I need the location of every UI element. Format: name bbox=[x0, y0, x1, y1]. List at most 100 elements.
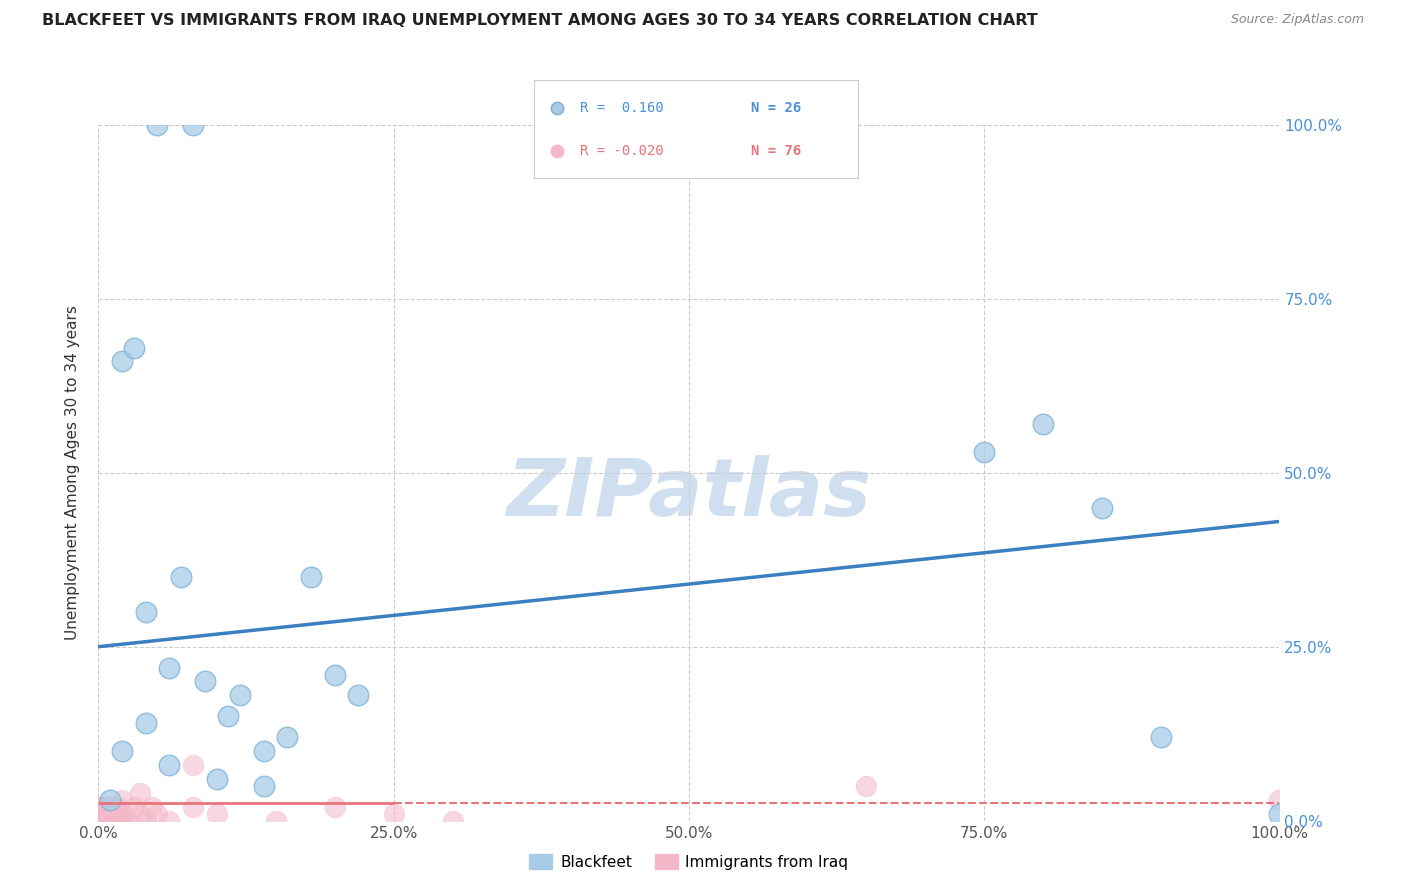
Point bbox=[98, 799, 121, 814]
Point bbox=[111, 814, 134, 828]
Point bbox=[299, 570, 322, 584]
Point bbox=[217, 709, 239, 723]
Point bbox=[157, 814, 180, 828]
Point bbox=[135, 814, 157, 828]
Point bbox=[181, 118, 204, 132]
Point bbox=[135, 716, 157, 731]
Point bbox=[347, 689, 370, 703]
Point bbox=[107, 799, 129, 814]
Point bbox=[194, 674, 217, 689]
Point bbox=[110, 806, 132, 821]
Point bbox=[90, 799, 112, 814]
Point bbox=[105, 814, 128, 828]
Point bbox=[98, 806, 121, 821]
Point bbox=[117, 814, 139, 828]
Point bbox=[98, 814, 121, 828]
Point bbox=[98, 806, 121, 821]
Point bbox=[91, 799, 114, 814]
Point bbox=[90, 814, 112, 828]
Point bbox=[90, 814, 112, 828]
Point bbox=[122, 341, 145, 355]
Text: R =  0.160: R = 0.160 bbox=[579, 101, 664, 115]
Point bbox=[98, 793, 121, 807]
Text: N = 76: N = 76 bbox=[751, 144, 801, 158]
Point bbox=[96, 799, 118, 814]
Point bbox=[89, 814, 111, 828]
Point bbox=[855, 779, 877, 793]
Point bbox=[97, 814, 120, 828]
Point bbox=[105, 799, 128, 814]
Point bbox=[170, 570, 193, 584]
Point bbox=[253, 779, 276, 793]
Text: Source: ZipAtlas.com: Source: ZipAtlas.com bbox=[1230, 13, 1364, 27]
Point bbox=[93, 814, 115, 828]
Point bbox=[323, 799, 346, 814]
Point bbox=[105, 806, 128, 821]
Point bbox=[157, 758, 180, 772]
Point bbox=[264, 814, 287, 828]
Point bbox=[108, 814, 131, 828]
Point bbox=[90, 814, 112, 828]
Point bbox=[97, 814, 120, 828]
Point bbox=[135, 605, 157, 619]
Point bbox=[89, 806, 111, 821]
Point bbox=[382, 806, 405, 821]
Point bbox=[89, 814, 111, 828]
Point bbox=[441, 814, 464, 828]
Text: ZIPatlas: ZIPatlas bbox=[506, 455, 872, 533]
Point bbox=[93, 806, 115, 821]
Point bbox=[89, 806, 111, 821]
Point bbox=[91, 814, 114, 828]
Point bbox=[93, 814, 115, 828]
Point bbox=[157, 660, 180, 674]
Point bbox=[103, 806, 125, 821]
Point bbox=[98, 806, 121, 821]
Point bbox=[128, 786, 150, 800]
Point bbox=[97, 814, 120, 828]
Point bbox=[128, 806, 150, 821]
Point bbox=[111, 744, 134, 758]
Point bbox=[100, 814, 122, 828]
Point bbox=[93, 814, 115, 828]
Point bbox=[96, 806, 118, 821]
Point bbox=[1032, 417, 1054, 431]
Point bbox=[93, 806, 115, 821]
Point bbox=[205, 806, 228, 821]
Text: BLACKFEET VS IMMIGRANTS FROM IRAQ UNEMPLOYMENT AMONG AGES 30 TO 34 YEARS CORRELA: BLACKFEET VS IMMIGRANTS FROM IRAQ UNEMPL… bbox=[42, 13, 1038, 29]
Point bbox=[1091, 500, 1114, 515]
Point bbox=[1150, 730, 1173, 744]
Point bbox=[111, 354, 134, 368]
Point bbox=[111, 793, 134, 807]
Point bbox=[90, 806, 112, 821]
Point bbox=[91, 806, 114, 821]
Point bbox=[973, 445, 995, 459]
Point bbox=[1268, 806, 1291, 821]
Point bbox=[96, 799, 118, 814]
Point bbox=[94, 814, 117, 828]
Point bbox=[181, 758, 204, 772]
Point bbox=[546, 101, 568, 115]
Point bbox=[91, 814, 114, 828]
Point bbox=[205, 772, 228, 786]
Point bbox=[101, 799, 124, 814]
Y-axis label: Unemployment Among Ages 30 to 34 years: Unemployment Among Ages 30 to 34 years bbox=[65, 305, 80, 640]
Point bbox=[91, 806, 114, 821]
Point bbox=[97, 814, 120, 828]
Point bbox=[1268, 793, 1291, 807]
Point bbox=[146, 806, 169, 821]
Point bbox=[100, 814, 122, 828]
Point bbox=[96, 799, 118, 814]
Point bbox=[101, 806, 124, 821]
Point bbox=[122, 799, 145, 814]
Point bbox=[229, 689, 252, 703]
Point bbox=[91, 799, 114, 814]
Point bbox=[90, 814, 112, 828]
Point bbox=[94, 806, 117, 821]
Text: R = -0.020: R = -0.020 bbox=[579, 144, 664, 158]
Text: N = 26: N = 26 bbox=[751, 101, 801, 115]
Point bbox=[323, 667, 346, 681]
Point bbox=[94, 814, 117, 828]
Point bbox=[94, 814, 117, 828]
Point bbox=[181, 799, 204, 814]
Point bbox=[253, 744, 276, 758]
